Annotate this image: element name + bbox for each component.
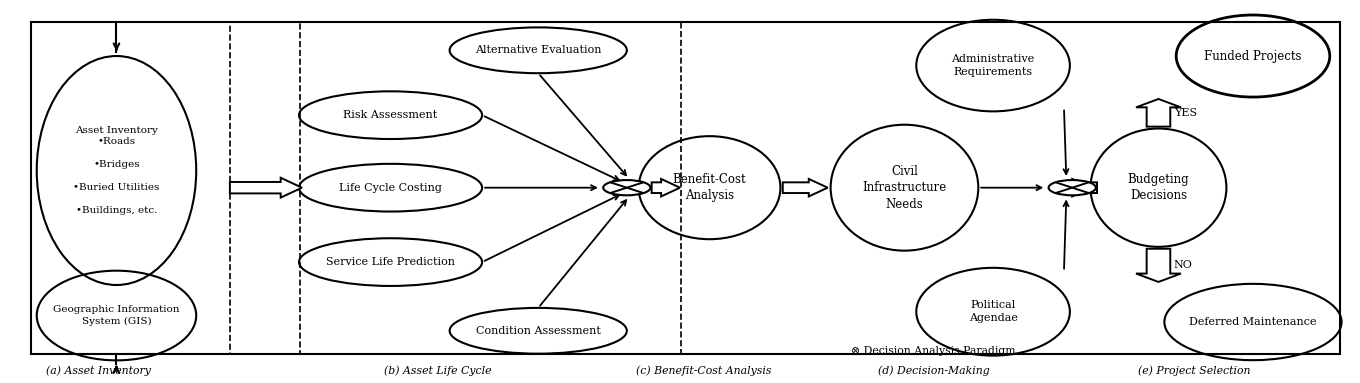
Polygon shape	[1136, 249, 1180, 282]
Text: Life Cycle Costing: Life Cycle Costing	[339, 183, 442, 193]
Text: Benefit-Cost
Analysis: Benefit-Cost Analysis	[673, 173, 747, 203]
Text: Asset Inventory
•Roads

•Bridges

•Buried Utilities

•Buildings, etc.: Asset Inventory •Roads •Bridges •Buried …	[73, 126, 159, 215]
Bar	[31, 22, 1341, 354]
Text: Political
Agendae: Political Agendae	[968, 300, 1017, 323]
Text: Service Life Prediction: Service Life Prediction	[326, 257, 456, 267]
Text: Geographic Information
System (GIS): Geographic Information System (GIS)	[53, 305, 180, 326]
Polygon shape	[230, 178, 302, 198]
Bar	[299, 22, 681, 354]
Polygon shape	[1136, 99, 1180, 127]
Text: Budgeting
Decisions: Budgeting Decisions	[1127, 173, 1189, 203]
Polygon shape	[783, 179, 828, 196]
Text: Condition Assessment: Condition Assessment	[476, 326, 601, 336]
Text: ⊗ Decision Analysis Paradigm: ⊗ Decision Analysis Paradigm	[851, 346, 1016, 356]
Polygon shape	[1072, 179, 1098, 196]
Text: NO: NO	[1174, 260, 1193, 270]
Text: (b) Asset Life Cycle: (b) Asset Life Cycle	[384, 366, 491, 376]
Text: Administrative
Requirements: Administrative Requirements	[952, 54, 1035, 77]
Text: Risk Assessment: Risk Assessment	[344, 110, 438, 120]
Text: (e) Project Selection: (e) Project Selection	[1138, 366, 1250, 376]
Text: Deferred Maintenance: Deferred Maintenance	[1189, 317, 1316, 327]
Text: Alternative Evaluation: Alternative Evaluation	[475, 45, 601, 55]
Text: Funded Projects: Funded Projects	[1204, 49, 1302, 62]
Circle shape	[1049, 180, 1096, 195]
Polygon shape	[651, 179, 680, 196]
Text: (a) Asset Inventory: (a) Asset Inventory	[46, 366, 151, 376]
Bar	[31, 22, 230, 354]
Text: (d) Decision-Making: (d) Decision-Making	[879, 366, 990, 376]
Text: YES: YES	[1174, 108, 1197, 118]
Circle shape	[604, 180, 650, 195]
Text: Civil
Infrastructure
Needs: Civil Infrastructure Needs	[862, 165, 947, 211]
Text: (c) Benefit-Cost Analysis: (c) Benefit-Cost Analysis	[636, 366, 771, 376]
